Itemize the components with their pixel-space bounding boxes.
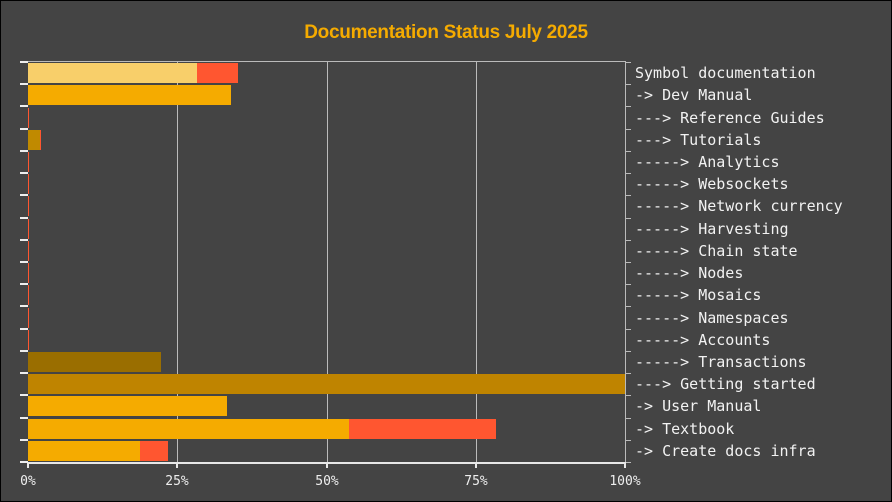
y-tick-right [626,395,631,396]
y-category-label: ---> Getting started [635,375,816,393]
gridline [327,62,328,462]
x-tick-label: 100% [609,474,641,489]
y-tick-left [20,194,28,196]
y-category-label: -----> Websockets [635,175,789,193]
bar-done [28,85,231,105]
y-tick-left [20,328,28,330]
y-category-label: -> Dev Manual [635,86,753,104]
y-tick-left [20,61,28,63]
y-category-label: -----> Analytics [635,153,780,171]
y-tick-right [626,106,631,107]
x-tick [27,462,29,468]
x-tick [475,462,477,468]
bar-done [28,63,197,83]
y-category-label: -----> Network currency [635,197,843,215]
bar-in-progress [196,63,239,83]
bar-in-progress [28,308,30,328]
x-tick [326,462,328,468]
x-tick [176,462,178,468]
bar-done [28,374,625,394]
y-tick-right [626,440,631,441]
y-tick-left [20,217,28,219]
y-tick-right [626,129,631,130]
bar-in-progress [28,219,30,239]
plot-top-border [28,61,625,62]
bar-done [28,396,227,416]
bar-in-progress [140,441,169,461]
gridline [177,62,178,462]
y-tick-left [20,239,28,241]
y-category-label: -> Textbook [635,420,735,438]
y-category-label: -> Create docs infra [635,442,816,460]
x-tick-label: 50% [315,474,339,489]
y-tick-left [20,439,28,441]
x-tick-label: 0% [20,474,36,489]
chart-title: Documentation Status July 2025 [304,22,588,43]
bar-done [28,419,350,439]
y-tick-right [626,284,631,285]
bar-done [28,441,141,461]
y-category-label: ---> Tutorials [635,131,762,149]
y-tick-right [626,329,631,330]
y-tick-left [20,461,28,463]
x-tick [624,462,626,468]
bar-in-progress [28,108,30,128]
y-category-label: -----> Transactions [635,353,807,371]
y-category-label: Symbol documentation [635,64,816,82]
y-tick-left [20,305,28,307]
bar-in-progress [28,263,30,283]
y-tick-right [626,262,631,263]
bar-in-progress [28,241,30,261]
x-tick-label: 25% [165,474,189,489]
bar-done [28,352,162,372]
y-tick-right [626,306,631,307]
y-category-label: -----> Nodes [635,264,744,282]
bar-in-progress [28,330,30,350]
bar-in-progress [28,196,30,216]
bar-in-progress [39,130,42,150]
y-tick-right [626,218,631,219]
y-tick-left [20,105,28,107]
y-tick-right [626,62,631,63]
y-tick-left [20,394,28,396]
y-category-label: -----> Accounts [635,331,771,349]
bar-in-progress [28,285,30,305]
y-category-label: -----> Namespaces [635,309,789,327]
y-tick-right [626,151,631,152]
y-tick-left [20,261,28,263]
y-tick-right [626,462,631,463]
y-category-label: -----> Mosaics [635,286,762,304]
y-tick-left [20,172,28,174]
y-tick-left [20,150,28,152]
y-tick-left [20,128,28,130]
y-tick-right [626,195,631,196]
x-tick-label: 75% [464,474,488,489]
y-category-label: -----> Harvesting [635,220,789,238]
y-tick-left [20,83,28,85]
y-tick-right [626,418,631,419]
bar-in-progress [349,419,497,439]
y-category-label: -----> Chain state [635,242,798,260]
y-tick-right [626,84,631,85]
y-category-label: -> User Manual [635,397,762,415]
y-tick-right [626,351,631,352]
y-tick-right [626,240,631,241]
y-tick-left [20,372,28,374]
bar-in-progress [28,174,30,194]
bar-done [28,130,40,150]
bar-in-progress [28,152,30,172]
y-tick-left [20,417,28,419]
y-axis-right [625,61,626,463]
y-tick-right [626,373,631,374]
y-category-label: ---> Reference Guides [635,109,825,127]
y-tick-right [626,173,631,174]
y-tick-left [20,350,28,352]
gridline [476,62,477,462]
y-tick-left [20,283,28,285]
